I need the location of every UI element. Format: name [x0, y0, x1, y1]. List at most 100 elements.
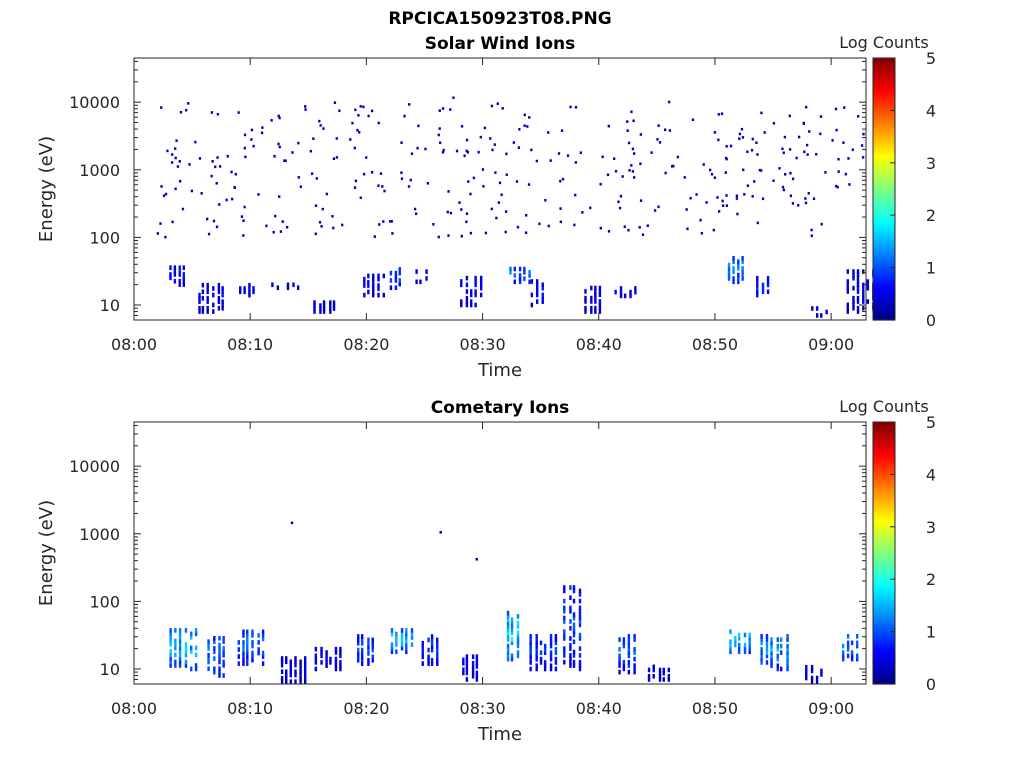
heatmap-cell	[738, 132, 742, 136]
heatmap-cell	[756, 282, 759, 288]
heatmap-cell	[856, 309, 860, 314]
heatmap-cell	[436, 661, 439, 666]
colorbar-segment	[873, 245, 895, 249]
colorbar-segment	[873, 237, 895, 240]
heatmap-cell	[436, 654, 439, 660]
heatmap-cell	[475, 660, 479, 666]
heatmap-cell	[234, 172, 237, 176]
colorbar-segment	[873, 189, 895, 192]
heatmap-cell	[472, 176, 476, 180]
heatmap-cell	[280, 656, 284, 661]
heatmap-cell	[339, 666, 342, 672]
heatmap-cell	[699, 218, 702, 222]
heatmap-cell	[516, 633, 520, 639]
colorbar-segment	[873, 666, 895, 670]
heatmap-cell	[339, 660, 342, 665]
colorbar-segment	[873, 515, 895, 519]
colorbar-segment	[873, 646, 895, 650]
heatmap-cell	[322, 303, 326, 308]
heatmap-cell	[852, 285, 855, 291]
heatmap-cell	[786, 656, 789, 662]
colorbar-segment	[873, 500, 895, 504]
heatmap-cell	[216, 112, 220, 116]
heatmap-cell	[634, 289, 637, 295]
colorbar-segment	[873, 86, 895, 90]
heatmap-cell	[436, 651, 439, 656]
heatmap-cell	[652, 667, 655, 673]
heatmap-cell	[398, 267, 401, 272]
heatmap-cell	[786, 650, 789, 655]
colorbar-segment	[873, 450, 895, 454]
heatmap-cell	[363, 276, 366, 282]
heatmap-cell	[329, 660, 332, 665]
heatmap-cell	[291, 151, 294, 154]
heatmap-cell	[729, 646, 732, 651]
heatmap-cell	[741, 136, 745, 139]
heatmap-cell	[518, 127, 521, 131]
heatmap-cell	[460, 124, 464, 128]
heatmap-cell	[770, 637, 773, 642]
heatmap-cell	[207, 646, 210, 651]
heatmap-cell	[598, 302, 602, 308]
heatmap-cell	[242, 219, 245, 222]
heatmap-cell	[578, 653, 582, 658]
heatmap-cell	[170, 161, 174, 164]
heatmap-cell	[410, 631, 414, 637]
heatmap-cell	[360, 657, 364, 663]
colorbar-segment	[873, 618, 895, 622]
heatmap-cell	[831, 139, 834, 142]
heatmap-cell	[594, 289, 597, 294]
colorbar-segment	[873, 184, 895, 188]
heatmap-cell	[395, 635, 398, 640]
heatmap-cell	[436, 637, 439, 643]
heatmap-cell	[222, 649, 225, 655]
heatmap-cell	[334, 666, 338, 672]
heatmap-cell	[516, 653, 520, 659]
heatmap-cell	[622, 637, 626, 642]
heatmap-cell	[169, 656, 172, 661]
heatmap-cell	[362, 172, 366, 176]
heatmap-cell	[770, 656, 773, 662]
heatmap-cell	[510, 630, 514, 636]
heatmap-cell	[218, 203, 221, 206]
heatmap-cell	[523, 269, 526, 275]
heatmap-cell	[465, 660, 469, 666]
colorbar-segment	[873, 670, 895, 674]
heatmap-cell	[190, 645, 193, 651]
heatmap-cell	[261, 636, 265, 642]
heatmap-cell	[371, 644, 374, 649]
heatmap-cell	[438, 109, 441, 112]
colorbar-segment	[873, 524, 895, 528]
heatmap-cell	[535, 159, 538, 163]
heatmap-cell	[621, 175, 624, 178]
colorbar-segment	[873, 178, 895, 181]
heatmap-cell	[842, 656, 845, 662]
colorbar-segment	[873, 653, 895, 657]
heatmap-cell	[304, 105, 307, 108]
heatmap-cell	[174, 642, 177, 647]
colorbar-segment	[873, 217, 895, 221]
colorbar-segment	[873, 635, 895, 639]
heatmap-cell	[276, 285, 280, 291]
colorbar-segment	[873, 106, 895, 109]
x-tick-label: 09:00	[808, 699, 854, 718]
heatmap-cell	[506, 656, 510, 662]
heatmap-cell	[544, 198, 547, 202]
colorbar-segment	[873, 171, 895, 175]
heatmap-cell	[218, 659, 221, 665]
heatmap-cell	[526, 125, 529, 128]
heatmap-cell	[430, 637, 434, 643]
heatmap-cell	[367, 289, 370, 295]
heatmap-cell	[763, 131, 766, 134]
heatmap-cell	[516, 225, 520, 229]
heatmap-cell	[549, 653, 553, 659]
heatmap-cell	[329, 309, 332, 314]
heatmap-cell	[394, 270, 398, 276]
heatmap-cell	[539, 640, 543, 646]
heatmap-cell	[332, 306, 336, 311]
colorbar-frame	[872, 421, 896, 685]
heatmap-cell	[405, 642, 408, 647]
colorbar-segment	[873, 435, 895, 438]
heatmap-cell	[334, 646, 338, 652]
heatmap-cell	[469, 231, 473, 235]
